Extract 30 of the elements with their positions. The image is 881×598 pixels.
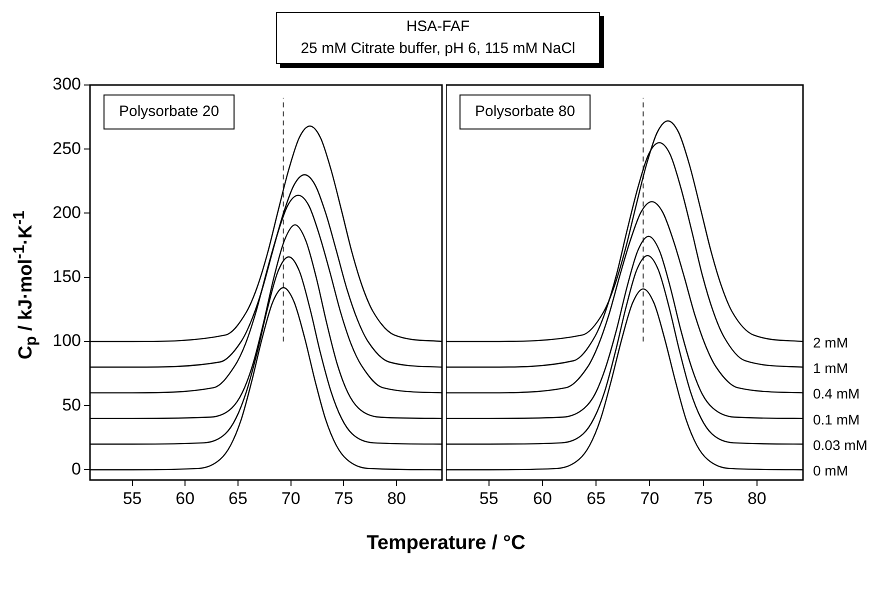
series-label: 0.03 mM (813, 436, 868, 453)
x-tick-label: 80 (387, 488, 406, 508)
y-tick-label: 250 (52, 138, 81, 158)
y-tick-label: 50 (62, 395, 81, 414)
x-tick-label: 65 (586, 488, 606, 508)
y-tick-label: 200 (52, 202, 81, 222)
x-tick-label: 80 (747, 488, 766, 508)
x-tick-label: 55 (479, 488, 498, 508)
annotation: Polysorbate 80 (475, 103, 576, 120)
y-tick-label: 150 (52, 267, 81, 286)
chart-title: HSA-FAF (405, 17, 471, 37)
y-tick-label: 0 (72, 459, 81, 478)
x-tick-label: 60 (176, 488, 195, 508)
chart-subtitle: 25 mM Citrate buffer, pH 6, 115 mM NaCl (300, 39, 576, 59)
x-tick-label: 55 (122, 488, 142, 508)
x-tick-label: 70 (640, 488, 660, 508)
series-label: 1 mM (813, 360, 848, 376)
series-label: 0 mM (813, 462, 848, 479)
series-label: 0.4 mM (813, 386, 860, 402)
series-label: 0.1 mM (813, 411, 860, 428)
x-tick-label: 65 (228, 488, 248, 508)
y-tick-label: 300 (52, 74, 81, 94)
x-tick-label: 75 (334, 488, 354, 508)
x-tick-label: 70 (281, 488, 300, 508)
x-axis-title: Temperature / °C (366, 532, 526, 555)
x-tick-label: 75 (694, 488, 713, 508)
series-label: 2 mM (813, 334, 848, 350)
x-tick-label: 60 (533, 488, 552, 508)
y-tick-label: 100 (52, 331, 81, 350)
annotation: Polysorbate 20 (119, 103, 220, 120)
